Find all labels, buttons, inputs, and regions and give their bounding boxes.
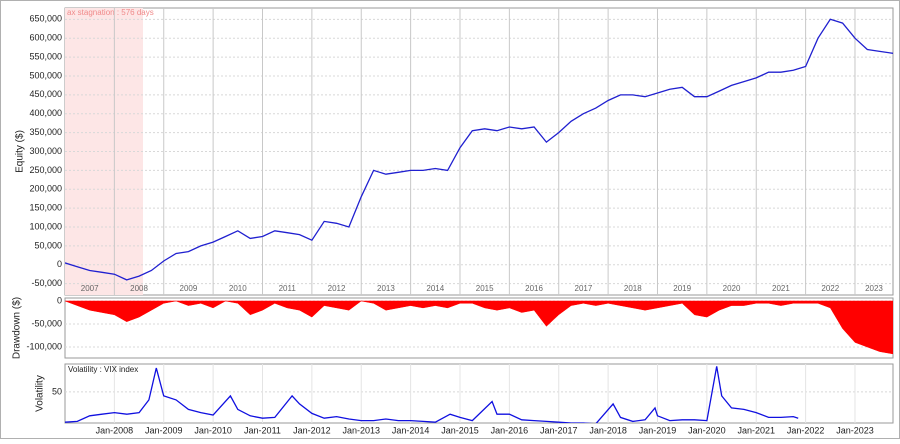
x-tick-label: Jan-2009 [145,425,183,435]
year-label: 2018 [624,284,642,293]
year-label: 2014 [426,284,444,293]
x-tick-label: Jan-2019 [639,425,677,435]
x-tick-label: Jan-2015 [441,425,479,435]
y-axis-label: Volatility [35,375,46,412]
y-tick-label: 50 [52,386,62,396]
x-tick-label: Jan-2010 [194,425,232,435]
y-tick-label: 200,000 [29,184,62,194]
y-tick-label: 650,000 [29,14,62,24]
y-axis-label: Drawdown ($) [12,297,23,359]
y-tick-label: 250,000 [29,165,62,175]
panel-frame [64,297,894,359]
x-tick-label: Jan-2014 [392,425,430,435]
year-label: 2022 [821,284,839,293]
year-label: 2012 [328,284,346,293]
year-label: 2011 [279,284,297,293]
x-tick-label: Jan-2022 [787,425,825,435]
year-label: 2013 [377,284,395,293]
plot-area: ax stagnation : 576 days [65,8,893,295]
y-tick-label: 300,000 [29,146,62,156]
x-tick-label: Jan-2008 [96,425,134,435]
x-tick-label: Jan-2013 [342,425,380,435]
x-tick-label: Jan-2012 [293,425,331,435]
y-tick-label: 400,000 [29,108,62,118]
y-tick-label: 600,000 [29,33,62,43]
x-tick-label: Jan-2017 [540,425,578,435]
year-label: 2010 [229,284,247,293]
y-tick-label: -100,000 [26,341,62,351]
y-tick-label: 500,000 [29,70,62,80]
drawdown-area [65,300,893,355]
equity-line [65,366,799,423]
year-label: 2023 [865,284,883,293]
year-label: 2007 [81,284,99,293]
year-label: 2017 [575,284,593,293]
x-tick-label: Jan-2020 [688,425,726,435]
y-tick-label: -50,000 [31,278,62,288]
year-label: 2008 [130,284,148,293]
year-label: 2021 [772,284,790,293]
stagnation-region [65,8,144,295]
y-tick-label: 150,000 [29,203,62,213]
y-tick-label: 50,000 [34,240,62,250]
equity-line [65,18,893,281]
y-tick-label: 100,000 [29,221,62,231]
x-tick-label: Jan-2018 [589,425,627,435]
year-label: 2016 [525,284,543,293]
x-tick-label: Jan-2021 [737,425,775,435]
stagnation-label: ax stagnation : 576 days [67,8,154,17]
year-label: 2020 [723,284,741,293]
series-legend: Volatility : VIX index [68,365,138,374]
y-tick-label: 0 [57,295,62,305]
x-tick-label: Jan-2023 [836,425,874,435]
year-label: 2015 [476,284,494,293]
y-tick-label: 550,000 [29,51,62,61]
y-tick-label: 0 [57,259,62,269]
year-label: 2019 [673,284,691,293]
plot-area [65,364,893,423]
y-tick-label: 350,000 [29,127,62,137]
x-tick-label: Jan-2016 [491,425,529,435]
x-tick-label: Jan-2011 [244,425,281,435]
y-tick-label: -50,000 [31,318,62,328]
y-axis-label: Equity ($) [15,130,26,173]
y-tick-label: 450,000 [29,89,62,99]
plot-area [65,300,893,355]
year-label: 2009 [180,284,198,293]
